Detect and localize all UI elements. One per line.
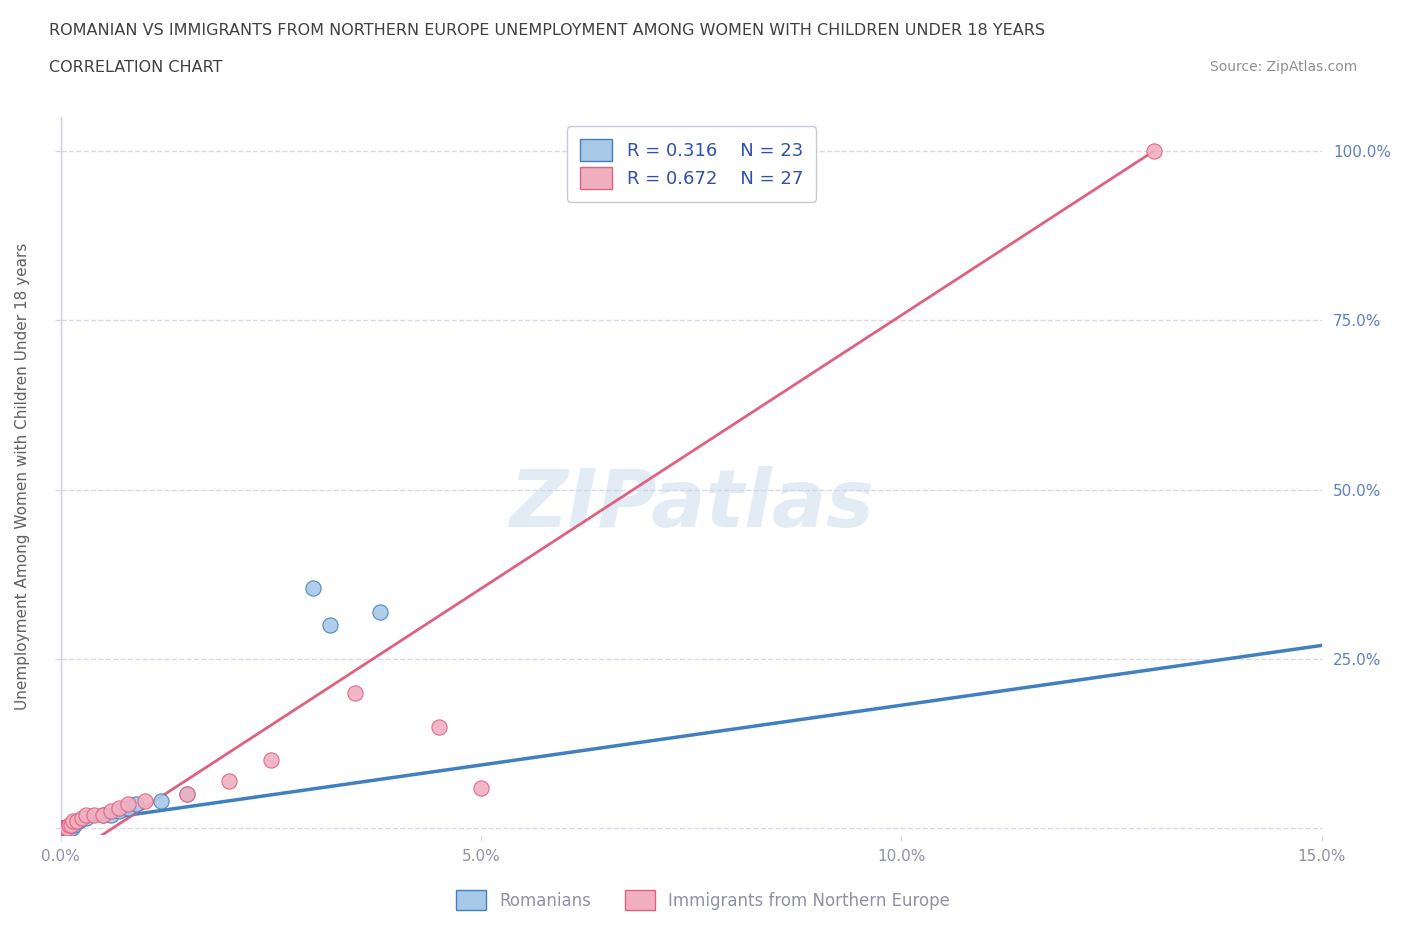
Point xyxy=(66,814,89,829)
Point xyxy=(52,821,75,836)
Text: ROMANIAN VS IMMIGRANTS FROM NORTHERN EUROPE UNEMPLOYMENT AMONG WOMEN WITH CHILDR: ROMANIAN VS IMMIGRANTS FROM NORTHERN EUR… xyxy=(49,23,1045,38)
Point xyxy=(100,804,122,818)
Point xyxy=(108,804,131,818)
Point xyxy=(117,801,139,816)
Point xyxy=(55,821,77,836)
Point xyxy=(134,793,156,808)
Y-axis label: Unemployment Among Women with Children Under 18 years: Unemployment Among Women with Children U… xyxy=(15,243,30,710)
Point xyxy=(51,821,73,836)
Point xyxy=(117,797,139,812)
Point xyxy=(75,807,97,822)
Legend: R = 0.316    N = 23, R = 0.672    N = 27: R = 0.316 N = 23, R = 0.672 N = 27 xyxy=(567,126,815,202)
Point xyxy=(58,821,80,836)
Point xyxy=(66,814,89,829)
Text: ZIPatlas: ZIPatlas xyxy=(509,466,873,544)
Point xyxy=(63,817,86,832)
Point xyxy=(91,807,114,822)
Point xyxy=(62,814,84,829)
Text: Source: ZipAtlas.com: Source: ZipAtlas.com xyxy=(1209,60,1357,74)
Point xyxy=(368,604,391,619)
Point xyxy=(55,821,77,836)
Point xyxy=(260,753,283,768)
Point xyxy=(176,787,198,802)
Point xyxy=(150,793,173,808)
Point xyxy=(52,821,75,836)
Point xyxy=(91,807,114,822)
Point xyxy=(60,821,83,836)
Point xyxy=(427,719,450,734)
Point xyxy=(59,821,82,836)
Point xyxy=(53,821,76,836)
Point xyxy=(56,821,79,836)
Point xyxy=(470,780,492,795)
Point xyxy=(58,817,80,832)
Point xyxy=(75,811,97,826)
Point xyxy=(100,807,122,822)
Text: CORRELATION CHART: CORRELATION CHART xyxy=(49,60,222,75)
Point xyxy=(318,618,340,632)
Point xyxy=(51,821,73,836)
Point xyxy=(55,821,77,836)
Point xyxy=(70,811,93,826)
Point xyxy=(1143,144,1166,159)
Point xyxy=(56,821,79,836)
Point xyxy=(301,580,323,595)
Point xyxy=(51,821,73,836)
Point xyxy=(108,801,131,816)
Point xyxy=(67,814,90,829)
Point xyxy=(125,797,148,812)
Point xyxy=(53,821,76,836)
Point xyxy=(218,774,240,789)
Point xyxy=(83,807,105,822)
Point xyxy=(55,821,77,836)
Legend: Romanians, Immigrants from Northern Europe: Romanians, Immigrants from Northern Euro… xyxy=(450,884,956,917)
Point xyxy=(343,685,366,700)
Point xyxy=(59,817,82,832)
Point xyxy=(176,787,198,802)
Point xyxy=(52,821,75,836)
